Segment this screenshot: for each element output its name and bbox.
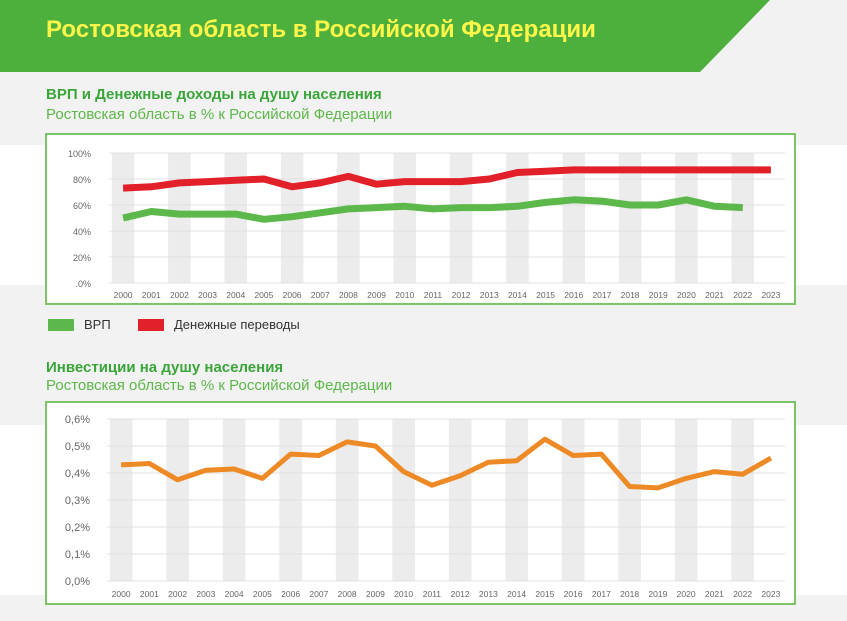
investment-chart-y-tick-label: 0,0% bbox=[65, 576, 90, 588]
banner-shape bbox=[0, 0, 770, 72]
income-chart-y-tick-label: 60% bbox=[73, 201, 91, 211]
income-chart-y-tick-label: 40% bbox=[73, 227, 91, 237]
income-chart-y-tick-label: 80% bbox=[73, 175, 91, 185]
income-chart-x-tick-label: 2006 bbox=[283, 290, 302, 300]
income-chart-x-tick-label: 2014 bbox=[508, 290, 527, 300]
investment-chart-x-tick-label: 2004 bbox=[225, 589, 244, 599]
income-chart-column-band bbox=[224, 153, 248, 283]
investment-chart-frame: 0,6% 0,5% 0,4% 0,3% 0,2% 0,1% 0,0% 2000 2001 2002… bbox=[45, 401, 796, 605]
investment-chart-x-tick-label: 2000 bbox=[112, 589, 131, 599]
income-chart-y-tick-label: .0% bbox=[75, 279, 91, 289]
investment-chart-x-tick-label: 2010 bbox=[394, 589, 413, 599]
investment-chart-y-tick-label: 0,6% bbox=[65, 414, 90, 426]
income-chart-column-band bbox=[393, 153, 417, 283]
income-chart-x-tick-label: 2011 bbox=[424, 290, 443, 300]
income-chart-title: ВРП и Денежные доходы на душу населения bbox=[46, 86, 382, 103]
income-chart-y-tick-label: 100% bbox=[68, 149, 91, 159]
investment-chart-x-tick-label: 2015 bbox=[535, 589, 554, 599]
income-chart-x-tick-label: 2016 bbox=[564, 290, 583, 300]
investment-chart-y-tick-label: 0,4% bbox=[65, 468, 90, 480]
investment-chart-title: Инвестиции на душу населения bbox=[46, 359, 284, 376]
investment-chart-x-tick-label: 2020 bbox=[677, 589, 696, 599]
investment-chart: 0,6% 0,5% 0,4% 0,3% 0,2% 0,1% 0,0% 2000 2001 2002… bbox=[65, 414, 785, 599]
investment-chart-x-tick-label: 2008 bbox=[338, 589, 357, 599]
investment-chart-x-tick-label: 2012 bbox=[451, 589, 470, 599]
investment-chart-x-tick-label: 2002 bbox=[168, 589, 187, 599]
investment-chart-x-tick-label: 2021 bbox=[705, 589, 724, 599]
income-chart-x-tick-label: 2012 bbox=[452, 290, 471, 300]
investment-chart-x-tick-label: 2009 bbox=[366, 589, 385, 599]
income-chart-column-band bbox=[449, 153, 473, 283]
investment-chart-x-tick-label: 2001 bbox=[140, 589, 159, 599]
income-chart-series-line-2 bbox=[122, 166, 771, 192]
investment-chart-x-tick-label: 2023 bbox=[761, 589, 780, 599]
income-chart-x-tick-label: 2004 bbox=[226, 290, 245, 300]
income-chart-x-tick-label: 2022 bbox=[733, 290, 752, 300]
income-chart-y-tick-label: 20% bbox=[73, 253, 91, 263]
income-chart-x-tick-label: 2019 bbox=[649, 290, 668, 300]
investment-chart-x-tick-label: 2005 bbox=[253, 589, 272, 599]
income-chart-x-tick-label: 2007 bbox=[311, 290, 330, 300]
income-chart-x-tick-label: 2003 bbox=[198, 290, 217, 300]
investment-chart-series-line-1 bbox=[120, 436, 773, 491]
income-chart-x-tick-label: 2013 bbox=[480, 290, 499, 300]
investment-chart-x-tick-label: 2013 bbox=[479, 589, 498, 599]
income-chart-x-tick-label: 2015 bbox=[536, 290, 555, 300]
income-chart-column-band bbox=[506, 153, 529, 283]
income-chart-x-tick-label: 2020 bbox=[677, 290, 696, 300]
legend-label-grp: ВРП bbox=[84, 317, 111, 332]
investment-chart-x-tick-label: 2003 bbox=[196, 589, 215, 599]
income-chart-x-tick-label: 2005 bbox=[254, 290, 273, 300]
income-chart-column-band bbox=[337, 153, 360, 283]
title-banner bbox=[0, 0, 770, 72]
investment-chart-x-tick-label: 2007 bbox=[309, 589, 328, 599]
income-chart-subtitle: Ростовская область в % к Российской Феде… bbox=[46, 106, 393, 123]
income-chart-frame: 100% 80% 60% 40% 20% .0% 2000 2001 2002 2003 2004 2… bbox=[45, 133, 796, 305]
income-chart: 100% 80% 60% 40% 20% .0% 2000 2001 2002 2003 2004 2… bbox=[68, 149, 785, 300]
income-chart-x-tick-label: 2001 bbox=[142, 290, 161, 300]
income-chart-x-tick-label: 2017 bbox=[592, 290, 611, 300]
income-chart-x-tick-label: 2021 bbox=[705, 290, 724, 300]
investment-chart-y-tick-label: 0,2% bbox=[65, 522, 90, 534]
income-chart-column-band bbox=[562, 153, 586, 283]
investment-chart-x-tick-label: 2019 bbox=[648, 589, 667, 599]
income-chart-x-tick-label: 2008 bbox=[339, 290, 358, 300]
income-chart-x-tick-label: 2023 bbox=[761, 290, 780, 300]
income-chart-x-tick-label: 2000 bbox=[114, 290, 133, 300]
investment-chart-x-tick-label: 2018 bbox=[620, 589, 639, 599]
investment-chart-subtitle: Ростовская область в % к Российской Феде… bbox=[46, 377, 393, 394]
investment-chart-x-tick-label: 2016 bbox=[564, 589, 583, 599]
legend-swatch-grp bbox=[48, 319, 74, 331]
income-chart-column-band bbox=[168, 153, 191, 283]
investment-chart-x-tick-label: 2011 bbox=[423, 589, 442, 599]
income-chart-x-tick-label: 2010 bbox=[395, 290, 414, 300]
income-chart-x-tick-label: 2002 bbox=[170, 290, 189, 300]
legend-label-transfers: Денежные переводы bbox=[174, 317, 300, 332]
investment-chart-y-tick-label: 0,5% bbox=[65, 441, 90, 453]
income-chart-column-band bbox=[675, 153, 698, 283]
page-title: Ростовская область в Российской Федераци… bbox=[46, 16, 596, 43]
investment-chart-x-tick-label: 2014 bbox=[507, 589, 526, 599]
income-chart-column-band bbox=[618, 153, 642, 283]
investment-chart-x-tick-label: 2022 bbox=[733, 589, 752, 599]
investment-chart-x-tick-label: 2006 bbox=[281, 589, 300, 599]
legend-swatch-transfers bbox=[138, 319, 164, 331]
investment-chart-y-tick-label: 0,3% bbox=[65, 495, 90, 507]
investment-chart-x-tick-label: 2017 bbox=[592, 589, 611, 599]
income-chart-x-tick-label: 2018 bbox=[621, 290, 640, 300]
income-chart-column-band bbox=[731, 153, 755, 283]
investment-chart-y-tick-label: 0,1% bbox=[65, 549, 90, 561]
income-chart-x-tick-label: 2009 bbox=[367, 290, 386, 300]
income-chart-series-line-1 bbox=[122, 196, 743, 223]
